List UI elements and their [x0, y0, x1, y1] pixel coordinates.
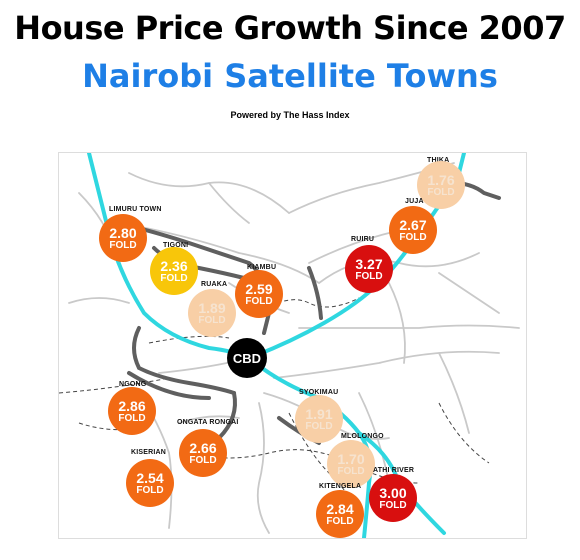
town-value: 2.84: [326, 500, 354, 517]
town-marker-kiserian: 2.54 FOLD: [126, 459, 174, 507]
town-value: 1.76: [427, 171, 455, 188]
town-unit: FOLD: [109, 239, 137, 251]
town-marker-thika: 1.76 FOLD: [417, 161, 465, 209]
town-marker-ruaka: 1.89 FOLD: [188, 289, 236, 337]
town-unit: FOLD: [189, 454, 217, 466]
town-label-ngong: NGONG: [119, 381, 147, 388]
town-unit: FOLD: [337, 465, 365, 477]
town-unit: FOLD: [160, 272, 188, 284]
town-value: 2.36: [160, 257, 188, 274]
town-value: 1.91: [305, 405, 333, 422]
town-label-ongata-rongai: ONGATA RONGAI: [177, 419, 239, 426]
town-marker-ngong: 2.86 FOLD: [108, 387, 156, 435]
town-marker-juja: 2.67 FOLD: [389, 206, 437, 254]
town-marker-kitengela: 2.84 FOLD: [316, 490, 364, 538]
town-label-limuru-town: LIMURU TOWN: [109, 206, 162, 213]
town-unit: FOLD: [245, 295, 273, 307]
town-marker-athi-river: 3.00 FOLD: [369, 474, 417, 522]
town-value: 2.59: [245, 280, 273, 297]
town-marker-mlolongo: 1.70 FOLD: [327, 440, 375, 488]
town-unit: FOLD: [427, 186, 455, 198]
town-unit: FOLD: [326, 515, 354, 527]
town-value: 2.67: [399, 216, 427, 233]
byline: Powered by The Hass Index: [230, 110, 350, 120]
town-unit: FOLD: [305, 420, 333, 432]
town-marker-syokimau: 1.91 FOLD: [295, 395, 343, 443]
town-value: 3.00: [379, 484, 407, 501]
town-marker-ruiru: 3.27 FOLD: [345, 245, 393, 293]
town-marker-tigoni: 2.36 FOLD: [150, 247, 198, 295]
town-label-juja: JUJA: [405, 198, 424, 205]
town-label-thika: THIKA: [427, 157, 449, 164]
town-value: 1.89: [198, 299, 226, 316]
town-value: 2.54: [136, 469, 164, 486]
town-value: 3.27: [355, 255, 383, 272]
town-marker-kiambu: 2.59 FOLD: [235, 270, 283, 318]
map-panel: CBD THIKA 1.76 FOLD JUJA 2.67 FOLD RUIRU…: [58, 152, 527, 539]
town-value: 2.80: [109, 224, 137, 241]
town-value: 2.86: [118, 397, 146, 414]
page-subtitle: Nairobi Satellite Towns: [82, 57, 498, 95]
town-unit: FOLD: [399, 231, 427, 243]
town-label-ruaka: RUAKA: [201, 281, 228, 288]
town-unit: FOLD: [118, 412, 146, 424]
town-unit: FOLD: [198, 314, 226, 326]
town-label-athi-river: ATHI RIVER: [373, 467, 415, 474]
town-marker-ongata-rongai: 2.66 FOLD: [179, 429, 227, 477]
town-value: 2.66: [189, 439, 217, 456]
town-label-syokimau: SYOKIMAU: [299, 389, 339, 396]
town-label-mlolongo: MLOLONGO: [341, 433, 384, 440]
town-label-kitengela: KITENGELA: [319, 483, 362, 490]
cbd-marker: CBD: [227, 338, 267, 378]
town-label-kiambu: KIAMBU: [247, 264, 277, 271]
town-label-kiserian: KISERIAN: [131, 449, 167, 456]
town-unit: FOLD: [136, 484, 164, 496]
town-value: 1.70: [337, 450, 365, 467]
town-unit: FOLD: [355, 270, 383, 282]
town-marker-limuru-town: 2.80 FOLD: [99, 214, 147, 262]
town-label-ruiru: RUIRU: [351, 236, 375, 243]
page-title: House Price Growth Since 2007: [14, 9, 566, 47]
town-label-tigoni: TIGONI: [163, 242, 189, 249]
town-unit: FOLD: [379, 499, 407, 511]
